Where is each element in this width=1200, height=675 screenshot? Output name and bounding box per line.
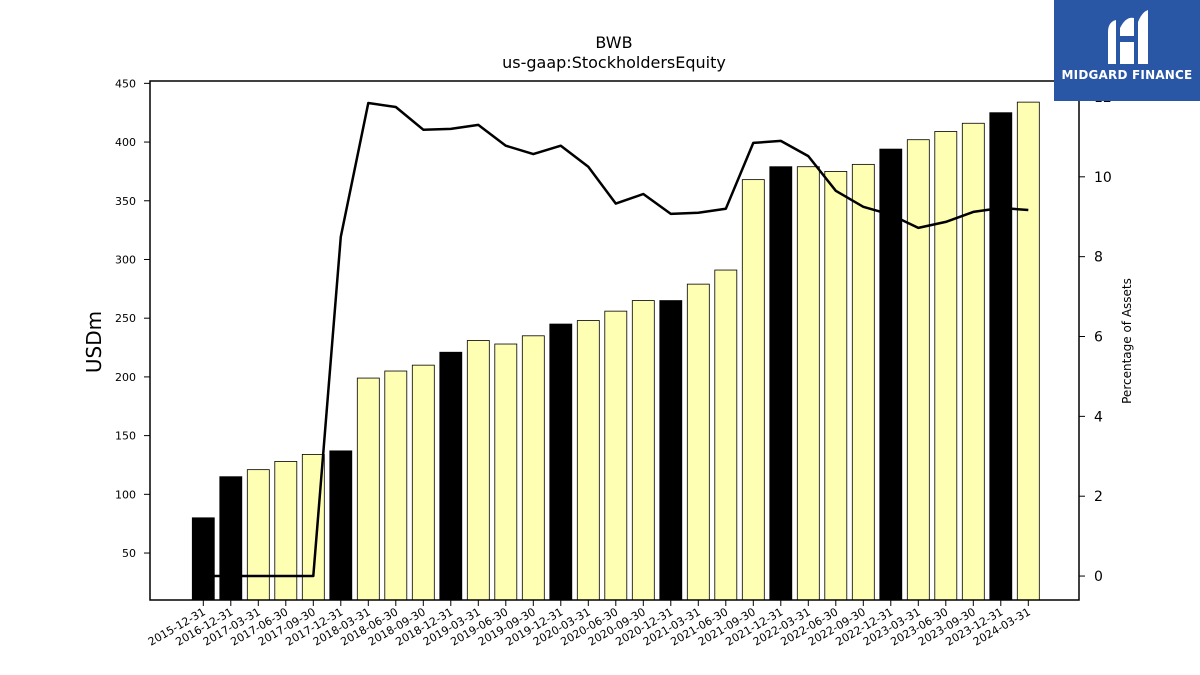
bar-2020-09-30 xyxy=(631,300,655,601)
y-tick-label: 150 xyxy=(115,430,136,443)
bar-2021-03-31 xyxy=(686,283,710,601)
y-tick-label: 100 xyxy=(115,488,136,501)
y-axis-label: USDm xyxy=(82,311,106,373)
y2-tick-label: 2 xyxy=(1094,489,1103,505)
bar-2018-12-31 xyxy=(439,351,463,601)
brand-logo: MIDGARD FINANCE xyxy=(1054,0,1200,101)
bar-2024-03-31 xyxy=(1016,101,1040,601)
y2-tick-label: 4 xyxy=(1094,409,1103,425)
bar-2023-09-30 xyxy=(961,122,985,601)
bar-2017-12-31 xyxy=(329,450,353,601)
bar-2021-06-30 xyxy=(714,269,738,601)
bar-2017-03-31 xyxy=(246,469,270,601)
y-tick-label: 250 xyxy=(115,312,136,325)
bar-2020-06-30 xyxy=(604,310,628,601)
x-axis: 2015-12-312016-12-312017-03-312017-06-30… xyxy=(146,600,1033,649)
bar-2017-06-30 xyxy=(274,461,298,601)
y2-tick-label: 0 xyxy=(1094,569,1103,585)
y-tick-label: 200 xyxy=(115,371,136,384)
bar-2015-12-31 xyxy=(191,517,215,601)
chart-title: BWB xyxy=(595,33,632,52)
bar-2021-12-31 xyxy=(769,166,793,601)
y-axis-left: 50 100 150 200 250 300 350 400 450 xyxy=(115,77,150,560)
bar-2022-09-30 xyxy=(851,163,875,601)
brand-name: MIDGARD FINANCE xyxy=(1061,68,1193,82)
bar-2020-12-31 xyxy=(659,300,683,601)
y2-axis-label: Percentage of Assets xyxy=(1120,278,1134,404)
chart-subtitle: us-gaap:StockholdersEquity xyxy=(502,53,726,72)
bar-2018-06-30 xyxy=(384,370,408,601)
bar-2023-06-30 xyxy=(934,131,958,601)
y-tick-label: 300 xyxy=(115,253,136,266)
bar-2019-12-31 xyxy=(549,323,573,601)
bar-2019-06-30 xyxy=(494,343,518,601)
line-layer xyxy=(203,101,1029,578)
bar-2019-09-30 xyxy=(521,335,545,601)
bars-layer xyxy=(191,101,1040,601)
bar-2019-03-31 xyxy=(466,340,490,601)
y-tick-label: 50 xyxy=(122,547,136,560)
y2-tick-label: 10 xyxy=(1094,170,1112,186)
y-tick-label: 350 xyxy=(115,195,136,208)
bar-2022-12-31 xyxy=(879,148,903,601)
bar-2020-03-31 xyxy=(576,320,600,601)
plot-frame xyxy=(149,80,1080,601)
y2-tick-label: 8 xyxy=(1094,250,1103,266)
bar-2022-03-31 xyxy=(796,166,820,601)
bar-2018-09-30 xyxy=(411,364,435,601)
bar-2023-12-31 xyxy=(989,112,1013,601)
y-tick-label: 450 xyxy=(115,77,136,90)
bar-2018-03-31 xyxy=(356,377,380,601)
bar-2023-03-31 xyxy=(906,139,930,601)
y2-tick-label: 6 xyxy=(1094,330,1103,346)
bar-2022-06-30 xyxy=(824,171,848,601)
series-line xyxy=(203,101,1029,578)
bar-2016-12-31 xyxy=(219,476,243,601)
bar-2021-09-30 xyxy=(741,179,765,601)
y-tick-label: 400 xyxy=(115,136,136,149)
y-axis-right: 024681012 xyxy=(1079,90,1112,585)
midgard-logo-icon xyxy=(1108,10,1148,64)
